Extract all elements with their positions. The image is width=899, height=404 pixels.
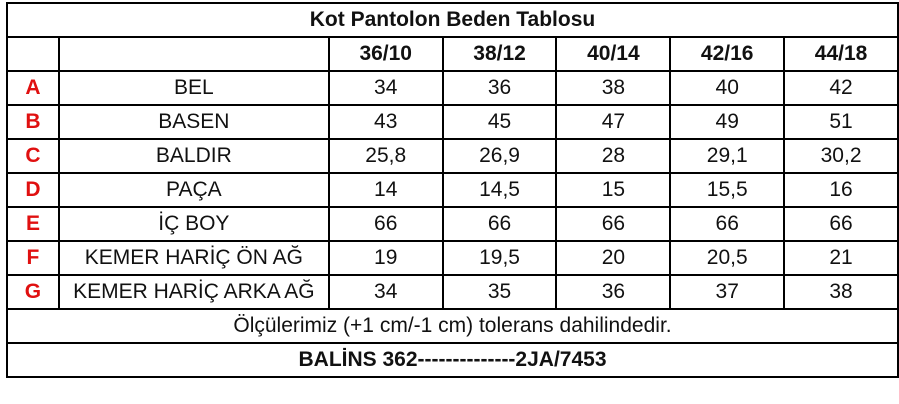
measurement-value: 40 xyxy=(669,70,786,106)
measurement-name: KEMER HARİÇ ARKA AĞ xyxy=(57,274,330,310)
measurement-name: BALDIR xyxy=(57,138,330,174)
measurement-value: 66 xyxy=(327,206,444,242)
row-letter: C xyxy=(6,138,60,174)
measurement-row: B BASEN 43 45 47 49 51 xyxy=(6,104,899,140)
empty-cell xyxy=(57,36,330,72)
measurement-value: 26,9 xyxy=(441,138,558,174)
measurement-value: 20,5 xyxy=(669,240,786,276)
title-row: Kot Pantolon Beden Tablosu xyxy=(6,2,899,38)
measurement-value: 66 xyxy=(441,206,558,242)
tolerance-row: Ölçülerimiz (+1 cm/-1 cm) tolerans dahil… xyxy=(6,308,899,344)
row-letter: E xyxy=(6,206,60,242)
measurement-name: BEL xyxy=(57,70,330,106)
measurement-value: 43 xyxy=(327,104,444,140)
row-letter: G xyxy=(6,274,60,310)
measurement-value: 66 xyxy=(669,206,786,242)
measurement-value: 42 xyxy=(783,70,899,106)
measurement-value: 29,1 xyxy=(669,138,786,174)
measurement-value: 34 xyxy=(327,70,444,106)
measurement-row: A BEL 34 36 38 40 42 xyxy=(6,70,899,106)
measurement-value: 19 xyxy=(327,240,444,276)
measurement-value: 14 xyxy=(327,172,444,208)
footer-row: BALİNS 362--------------2JA/7453 xyxy=(6,342,899,378)
measurement-value: 20 xyxy=(555,240,672,276)
table-title: Kot Pantolon Beden Tablosu xyxy=(6,2,899,38)
measurement-row: G KEMER HARİÇ ARKA AĞ 34 35 36 37 38 xyxy=(6,274,899,310)
product-code: BALİNS 362--------------2JA/7453 xyxy=(6,342,899,378)
measurement-row: D PAÇA 14 14,5 15 15,5 16 xyxy=(6,172,899,208)
row-letter: B xyxy=(6,104,60,140)
row-letter: D xyxy=(6,172,60,208)
measurement-value: 15 xyxy=(555,172,672,208)
measurement-value: 38 xyxy=(555,70,672,106)
size-chart-table: Kot Pantolon Beden Tablosu 36/10 38/12 4… xyxy=(6,2,899,378)
measurement-value: 14,5 xyxy=(441,172,558,208)
size-header: 38/12 xyxy=(441,36,558,72)
measurement-value: 36 xyxy=(441,70,558,106)
measurement-value: 28 xyxy=(555,138,672,174)
measurement-value: 47 xyxy=(555,104,672,140)
measurement-value: 66 xyxy=(783,206,899,242)
measurement-value: 25,8 xyxy=(327,138,444,174)
size-header: 40/14 xyxy=(555,36,672,72)
size-header: 36/10 xyxy=(327,36,444,72)
row-letter: F xyxy=(6,240,60,276)
measurement-value: 38 xyxy=(783,274,899,310)
row-letter: A xyxy=(6,70,60,106)
measurement-value: 36 xyxy=(555,274,672,310)
size-header: 44/18 xyxy=(783,36,899,72)
measurement-row: E İÇ BOY 66 66 66 66 66 xyxy=(6,206,899,242)
measurement-value: 37 xyxy=(669,274,786,310)
measurement-value: 51 xyxy=(783,104,899,140)
measurement-value: 16 xyxy=(783,172,899,208)
measurement-value: 21 xyxy=(783,240,899,276)
measurement-value: 34 xyxy=(327,274,444,310)
measurement-value: 19,5 xyxy=(441,240,558,276)
measurement-value: 45 xyxy=(441,104,558,140)
tolerance-note: Ölçülerimiz (+1 cm/-1 cm) tolerans dahil… xyxy=(6,308,899,344)
measurement-name: KEMER HARİÇ ÖN AĞ xyxy=(57,240,330,276)
measurement-row: F KEMER HARİÇ ÖN AĞ 19 19,5 20 20,5 21 xyxy=(6,240,899,276)
measurement-row: C BALDIR 25,8 26,9 28 29,1 30,2 xyxy=(6,138,899,174)
measurement-name: BASEN xyxy=(57,104,330,140)
measurement-value: 66 xyxy=(555,206,672,242)
size-header-row: 36/10 38/12 40/14 42/16 44/18 xyxy=(6,36,899,72)
measurement-value: 15,5 xyxy=(669,172,786,208)
measurement-name: İÇ BOY xyxy=(57,206,330,242)
empty-cell xyxy=(6,36,60,72)
measurement-value: 30,2 xyxy=(783,138,899,174)
measurement-value: 49 xyxy=(669,104,786,140)
size-header: 42/16 xyxy=(669,36,786,72)
measurement-name: PAÇA xyxy=(57,172,330,208)
measurement-value: 35 xyxy=(441,274,558,310)
